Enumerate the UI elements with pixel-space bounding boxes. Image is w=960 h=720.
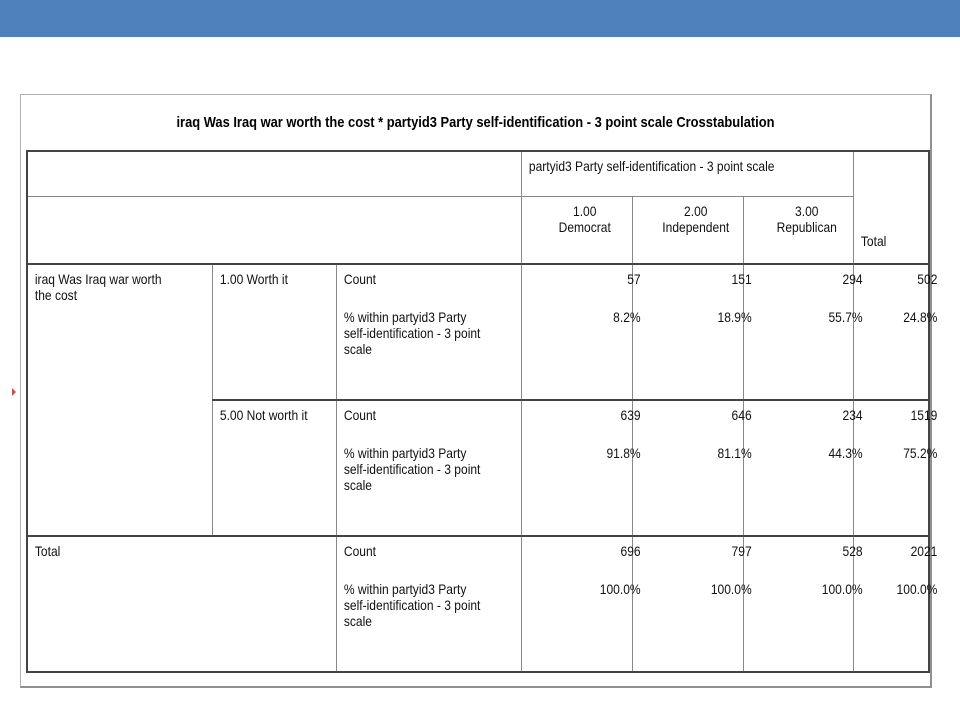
table-row: 5.00 Not worth it Count 639 646 234 1519 bbox=[27, 400, 937, 439]
table-cell: 91.8% bbox=[520, 439, 641, 537]
table-row: iraq Was Iraq war worth the cost 1.00 Wor… bbox=[26, 264, 937, 537]
row-category-not-worth-it: 5.00 Not worth it bbox=[212, 400, 337, 439]
table-row: % within partyid3 Party self-identificati… bbox=[27, 303, 937, 401]
table-cell: 57 bbox=[520, 264, 641, 303]
table-cell: 44.3% bbox=[742, 439, 863, 537]
table-cell: 528 bbox=[742, 536, 863, 575]
table-cell: 502 bbox=[853, 264, 937, 303]
header-row-group: partyid3 Party self-identification - 3 p… bbox=[26, 151, 930, 197]
table-cell: 100.0% bbox=[742, 575, 863, 672]
total-header-top bbox=[853, 151, 930, 197]
stat-label-percent: % within partyid3 Party self-identificati… bbox=[335, 575, 522, 672]
total-row-label: Total bbox=[26, 536, 337, 672]
table-cell: 24.8% bbox=[853, 303, 937, 401]
table-cell: 75.2% bbox=[853, 439, 937, 537]
table-cell: 797 bbox=[631, 536, 752, 575]
row-category-worth-it: 1.00 Worth it bbox=[212, 264, 337, 303]
row-variable-label: iraq Was Iraq war worth the cost bbox=[26, 264, 214, 537]
column-header-independent: 2.00 Independent bbox=[631, 196, 744, 265]
table-row-total: % within partyid3 Party self-identificati… bbox=[27, 575, 937, 672]
column-group-header: partyid3 Party self-identification - 3 p… bbox=[520, 151, 855, 197]
table-cell: 646 bbox=[631, 400, 752, 439]
stat-label-count: Count bbox=[335, 536, 522, 575]
table-cell: 2021 bbox=[853, 536, 937, 575]
stat-label-percent: % within partyid3 Party self-identificati… bbox=[335, 439, 522, 537]
crosstab-output-frame: iraq Was Iraq war worth the cost * party… bbox=[20, 94, 937, 688]
table-cell: 55.7% bbox=[742, 303, 863, 401]
table-cell: 234 bbox=[742, 400, 863, 439]
table-cell: 100.0% bbox=[853, 575, 937, 672]
table-cell: 294 bbox=[742, 264, 863, 303]
crosstab-table: partyid3 Party self-identification - 3 p… bbox=[26, 150, 937, 673]
column-header-republican: 3.00 Republican bbox=[742, 196, 855, 265]
stat-label-percent: % within partyid3 Party self-identificati… bbox=[335, 303, 522, 401]
header-row-columns: 1.00 Democrat 2.00 Independent 3.00 Republi… bbox=[26, 196, 930, 265]
table-cell: 1519 bbox=[853, 400, 937, 439]
table-cell: 8.2% bbox=[520, 303, 641, 401]
table-row: % within partyid3 Party self-identificati… bbox=[27, 439, 937, 537]
table-cell: 696 bbox=[520, 536, 641, 575]
slide-marker-icon bbox=[12, 388, 16, 396]
slide-header-bar bbox=[0, 0, 960, 37]
table-row-total: Total Count 696 797 528 2021 bbox=[26, 536, 937, 672]
stat-label-count: Count bbox=[335, 264, 522, 303]
table-cell: 151 bbox=[631, 264, 752, 303]
table-cell: 100.0% bbox=[520, 575, 641, 672]
column-header-democrat: 1.00 Democrat bbox=[520, 196, 633, 265]
table-cell: 81.1% bbox=[631, 439, 752, 537]
table-title: iraq Was Iraq war worth the cost * party… bbox=[176, 114, 775, 131]
table-cell: 639 bbox=[520, 400, 641, 439]
stat-label-count: Count bbox=[335, 400, 522, 439]
header-corner bbox=[26, 151, 213, 197]
column-header-total: Total bbox=[853, 196, 930, 265]
table-cell: 18.9% bbox=[631, 303, 752, 401]
table-cell: 100.0% bbox=[631, 575, 752, 672]
